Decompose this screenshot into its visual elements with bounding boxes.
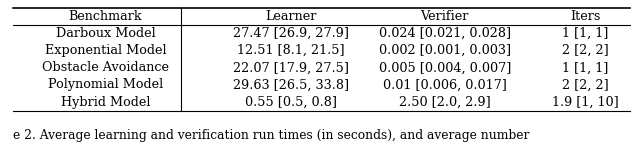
Text: 29.63 [26.5, 33.8]: 29.63 [26.5, 33.8] (233, 78, 349, 91)
Text: Obstacle Avoidance: Obstacle Avoidance (42, 61, 169, 74)
Text: 0.005 [0.004, 0.007]: 0.005 [0.004, 0.007] (379, 61, 511, 74)
Text: 1.9 [1, 10]: 1.9 [1, 10] (552, 96, 619, 109)
Text: 0.55 [0.5, 0.8]: 0.55 [0.5, 0.8] (245, 96, 337, 109)
Text: Verifier: Verifier (420, 10, 469, 23)
Text: Darboux Model: Darboux Model (56, 27, 156, 40)
Text: 12.51 [8.1, 21.5]: 12.51 [8.1, 21.5] (237, 44, 345, 57)
Text: 2 [2, 2]: 2 [2, 2] (562, 78, 609, 91)
Text: 1 [1, 1]: 1 [1, 1] (563, 61, 609, 74)
Text: 22.07 [17.9, 27.5]: 22.07 [17.9, 27.5] (233, 61, 349, 74)
Text: 2.50 [2.0, 2.9]: 2.50 [2.0, 2.9] (399, 96, 491, 109)
Text: e 2. Average learning and verification run times (in seconds), and average numbe: e 2. Average learning and verification r… (13, 129, 529, 142)
Text: Polynomial Model: Polynomial Model (48, 78, 163, 91)
Text: 0.002 [0.001, 0.003]: 0.002 [0.001, 0.003] (379, 44, 511, 57)
Text: 27.47 [26.9, 27.9]: 27.47 [26.9, 27.9] (233, 27, 349, 40)
Text: Hybrid Model: Hybrid Model (61, 96, 150, 109)
Text: Learner: Learner (266, 10, 317, 23)
Text: 1 [1, 1]: 1 [1, 1] (563, 27, 609, 40)
Text: Benchmark: Benchmark (68, 10, 143, 23)
Text: 2 [2, 2]: 2 [2, 2] (562, 44, 609, 57)
Text: Iters: Iters (570, 10, 601, 23)
Text: Exponential Model: Exponential Model (45, 44, 166, 57)
Text: 0.024 [0.021, 0.028]: 0.024 [0.021, 0.028] (379, 27, 511, 40)
Text: 0.01 [0.006, 0.017]: 0.01 [0.006, 0.017] (383, 78, 507, 91)
